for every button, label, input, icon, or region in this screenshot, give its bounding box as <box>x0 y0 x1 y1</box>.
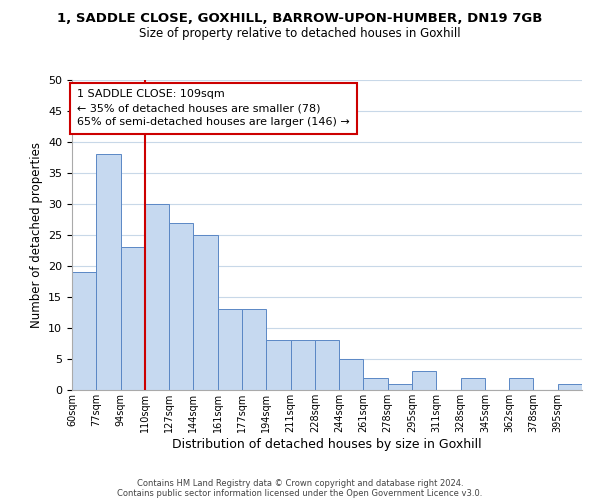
Bar <box>388 384 412 390</box>
Bar <box>339 359 364 390</box>
Bar <box>242 310 266 390</box>
Bar <box>193 235 218 390</box>
Bar <box>364 378 388 390</box>
Text: 1, SADDLE CLOSE, GOXHILL, BARROW-UPON-HUMBER, DN19 7GB: 1, SADDLE CLOSE, GOXHILL, BARROW-UPON-HU… <box>58 12 542 26</box>
Bar <box>290 340 315 390</box>
Text: Contains HM Land Registry data © Crown copyright and database right 2024.: Contains HM Land Registry data © Crown c… <box>137 478 463 488</box>
Text: Size of property relative to detached houses in Goxhill: Size of property relative to detached ho… <box>139 28 461 40</box>
Bar <box>509 378 533 390</box>
Bar <box>412 372 436 390</box>
Bar <box>558 384 582 390</box>
X-axis label: Distribution of detached houses by size in Goxhill: Distribution of detached houses by size … <box>172 438 482 450</box>
Y-axis label: Number of detached properties: Number of detached properties <box>29 142 43 328</box>
Bar <box>315 340 339 390</box>
Text: Contains public sector information licensed under the Open Government Licence v3: Contains public sector information licen… <box>118 488 482 498</box>
Text: 1 SADDLE CLOSE: 109sqm
← 35% of detached houses are smaller (78)
65% of semi-det: 1 SADDLE CLOSE: 109sqm ← 35% of detached… <box>77 90 350 128</box>
Bar <box>169 222 193 390</box>
Bar <box>96 154 121 390</box>
Bar <box>145 204 169 390</box>
Bar <box>72 272 96 390</box>
Bar <box>461 378 485 390</box>
Bar <box>218 310 242 390</box>
Bar <box>266 340 290 390</box>
Bar <box>121 248 145 390</box>
